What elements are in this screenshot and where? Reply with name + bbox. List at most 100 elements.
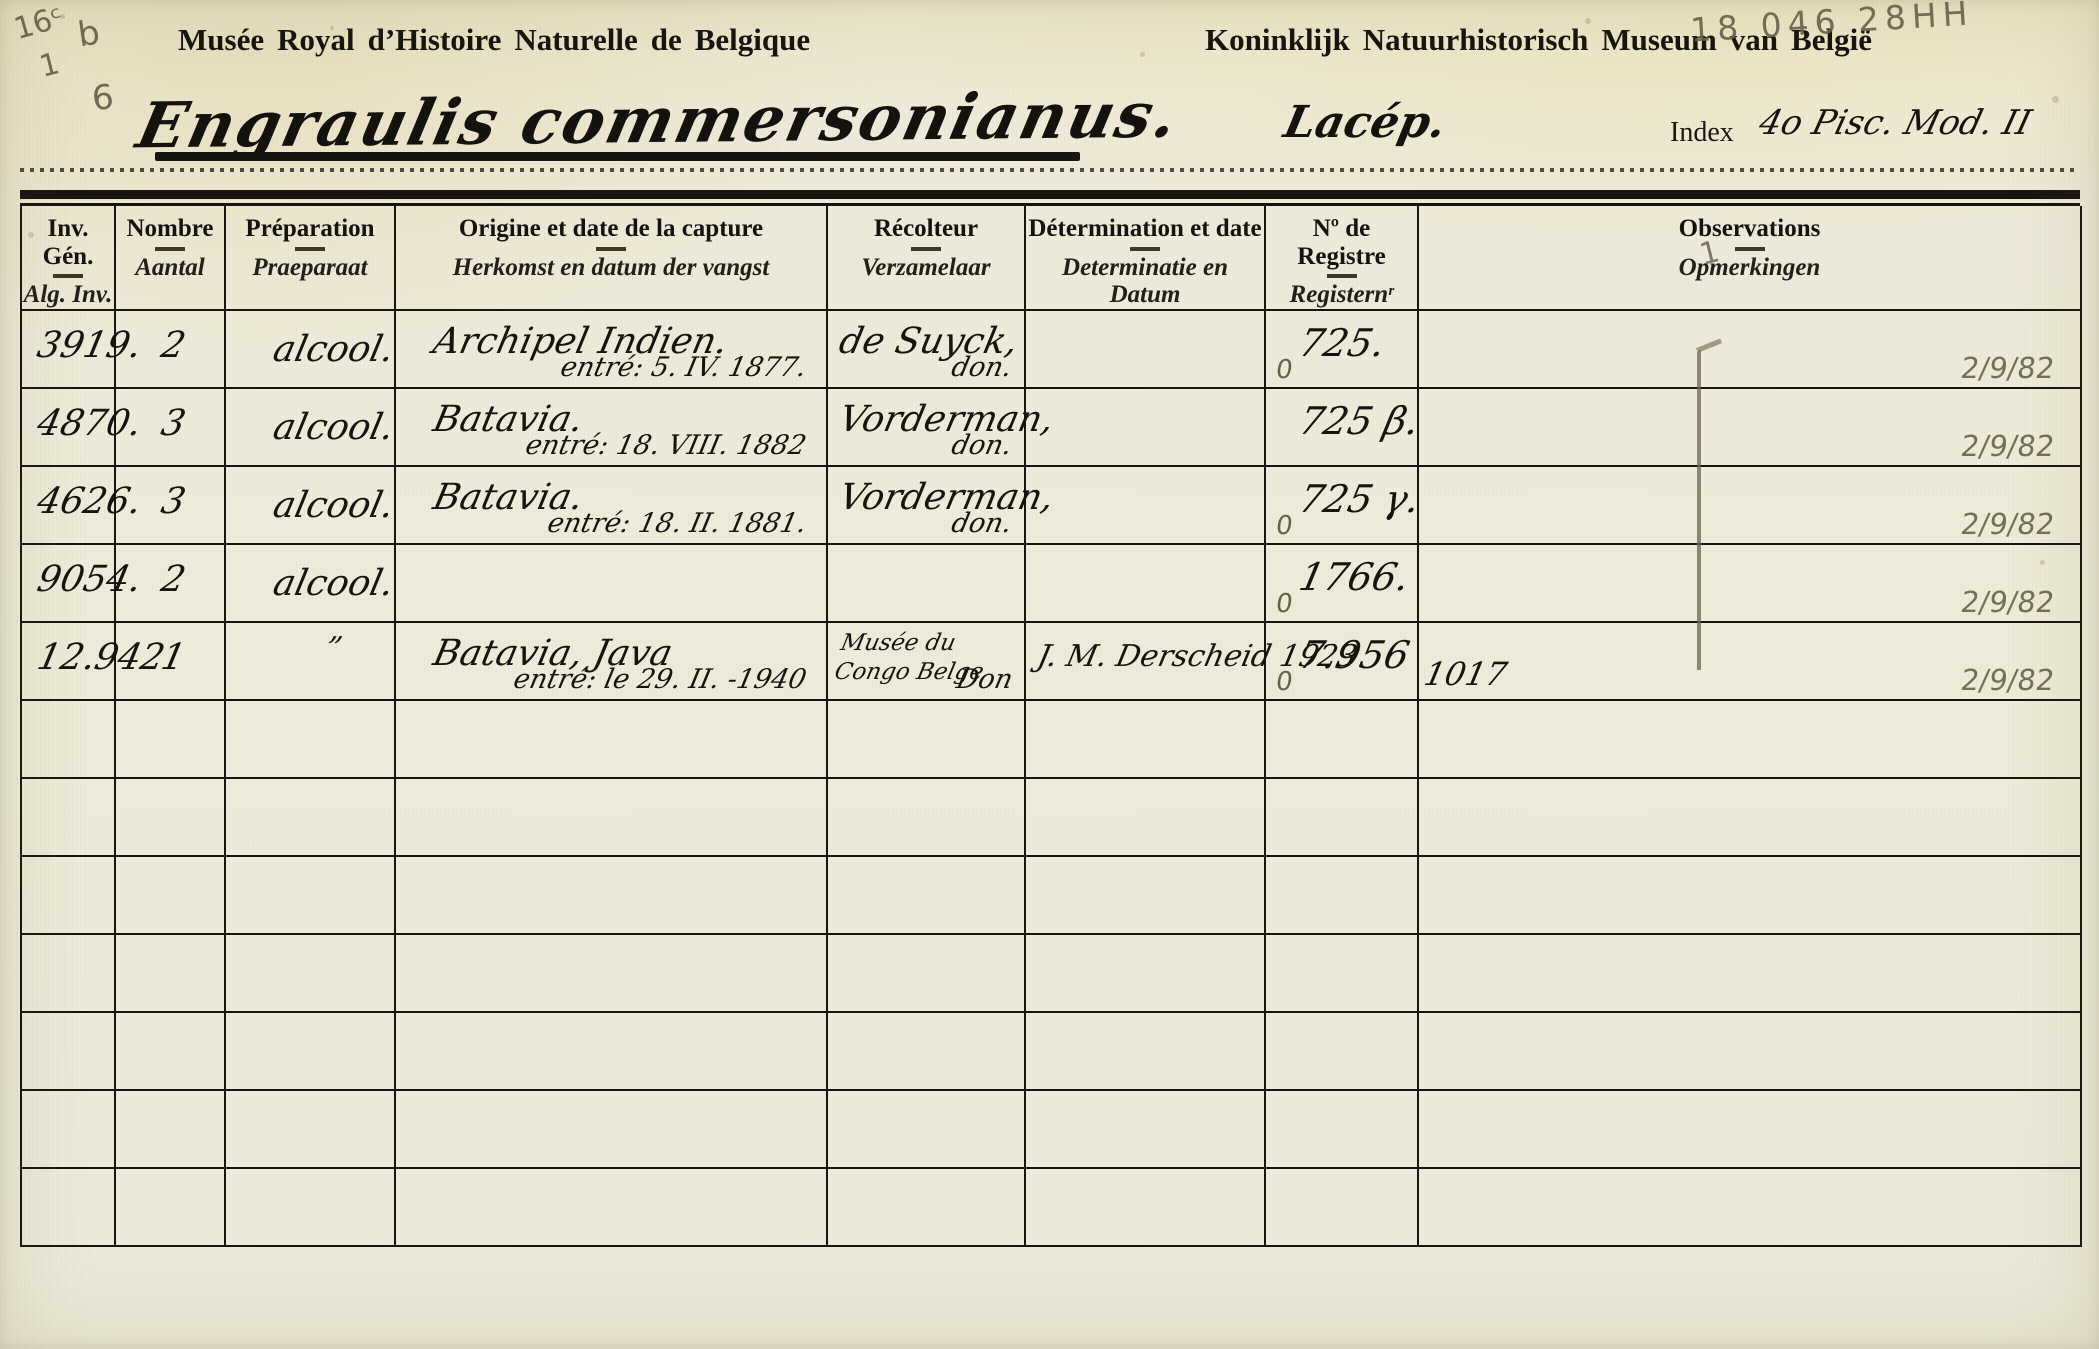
cell-determination[interactable] — [1024, 542, 1266, 623]
cell-nombre[interactable] — [114, 932, 226, 1013]
cell-registre[interactable] — [1264, 698, 1419, 779]
cell-nombre[interactable]: 2 — [114, 308, 226, 389]
cell-origine[interactable] — [394, 854, 828, 935]
table-row[interactable] — [20, 1166, 2082, 1247]
cell-recolteur[interactable] — [826, 776, 1026, 857]
cell-preparation[interactable] — [224, 1010, 396, 1091]
cell-observations[interactable] — [1417, 698, 2082, 779]
cell-inv-gen[interactable]: 12.942 — [20, 620, 168, 701]
table-row[interactable] — [20, 698, 2082, 779]
cell-registre[interactable]: 7.956 0 — [1264, 620, 1419, 701]
cell-registre[interactable] — [1264, 1088, 1419, 1169]
cell-nombre[interactable] — [114, 698, 226, 779]
cell-nombre[interactable]: 1 — [114, 620, 226, 701]
table-row[interactable] — [20, 1088, 2082, 1169]
cell-inv-gen[interactable] — [20, 932, 116, 1013]
cell-nombre[interactable] — [114, 1166, 226, 1247]
cell-observations[interactable]: 2/9/82 — [1417, 308, 2082, 389]
cell-nombre[interactable] — [114, 776, 226, 857]
cell-determination[interactable] — [1024, 1088, 1266, 1169]
cell-determination[interactable] — [1024, 854, 1266, 935]
table-row[interactable]: 9054. 2 alcool. 1766. 0 2/9/82 — [20, 542, 2082, 623]
cell-inv-gen[interactable]: 4870. — [20, 386, 145, 467]
cell-origine[interactable] — [394, 776, 828, 857]
table-row[interactable] — [20, 776, 2082, 857]
cell-recolteur[interactable] — [826, 542, 1026, 623]
cell-registre[interactable] — [1264, 776, 1419, 857]
cell-determination[interactable] — [1024, 308, 1266, 389]
cell-origine[interactable]: Batavia, Java entré: le 29. II. -1940 — [394, 620, 828, 701]
cell-determination[interactable]: J. M. Derscheid 1923 — [1024, 620, 1360, 701]
cell-recolteur[interactable] — [826, 932, 1026, 1013]
cell-recolteur[interactable]: Vorderman, don. — [826, 386, 1058, 467]
cell-inv-gen[interactable] — [20, 1088, 116, 1169]
cell-determination[interactable] — [1024, 1010, 1266, 1091]
cell-determination[interactable] — [1024, 698, 1266, 779]
cell-observations[interactable]: 2/9/82 — [1417, 542, 2082, 623]
cell-observations[interactable] — [1417, 1166, 2082, 1247]
cell-origine[interactable] — [394, 1166, 828, 1247]
cell-registre[interactable] — [1264, 854, 1419, 935]
cell-preparation[interactable] — [224, 698, 396, 779]
cell-determination[interactable] — [1024, 776, 1266, 857]
cell-registre[interactable]: 725. 0 — [1264, 308, 1419, 389]
cell-origine[interactable]: Batavia. entré: 18. II. 1881. — [394, 464, 828, 545]
table-row[interactable]: 12.942 1 ” Batavia, Java entré: le 29. II. -… — [20, 620, 2082, 701]
cell-origine[interactable] — [394, 932, 828, 1013]
cell-preparation[interactable] — [224, 1166, 396, 1247]
table-row[interactable] — [20, 932, 2082, 1013]
cell-registre[interactable] — [1264, 1010, 1419, 1091]
cell-origine[interactable] — [394, 698, 828, 779]
cell-determination[interactable] — [1024, 464, 1266, 545]
cell-observations[interactable]: 2/9/82 — [1417, 386, 2082, 467]
cell-origine[interactable] — [394, 1088, 828, 1169]
table-row[interactable] — [20, 1010, 2082, 1091]
cell-preparation[interactable] — [224, 932, 396, 1013]
cell-nombre[interactable]: 3 — [114, 386, 226, 467]
cell-recolteur[interactable]: Vorderman, don. — [826, 464, 1058, 545]
cell-preparation[interactable]: alcool. — [224, 542, 398, 623]
cell-preparation[interactable] — [224, 854, 396, 935]
cell-preparation[interactable]: ” — [224, 620, 396, 701]
cell-recolteur[interactable] — [826, 1010, 1026, 1091]
cell-nombre[interactable] — [114, 1010, 226, 1091]
cell-inv-gen[interactable]: 9054. — [20, 542, 145, 623]
cell-inv-gen[interactable] — [20, 698, 116, 779]
cell-recolteur[interactable] — [826, 854, 1026, 935]
cell-preparation[interactable] — [224, 776, 396, 857]
cell-determination[interactable] — [1024, 386, 1266, 467]
cell-inv-gen[interactable] — [20, 854, 116, 935]
cell-observations[interactable] — [1417, 776, 2082, 857]
cell-nombre[interactable] — [114, 854, 226, 935]
cell-recolteur[interactable] — [826, 698, 1026, 779]
cell-inv-gen[interactable] — [20, 776, 116, 857]
cell-origine[interactable]: Archipel Indien. entré: 5. IV. 1877. — [394, 308, 828, 389]
cell-nombre[interactable]: 3 — [114, 464, 226, 545]
cell-registre[interactable]: 1766. 0 — [1264, 542, 1419, 623]
cell-inv-gen[interactable]: 4626. — [20, 464, 145, 545]
cell-preparation[interactable]: alcool. — [224, 464, 398, 545]
cell-preparation[interactable]: alcool. — [224, 386, 398, 467]
cell-observations[interactable] — [1417, 932, 2082, 1013]
cell-observations[interactable] — [1417, 1088, 2082, 1169]
table-row[interactable]: 4870. 3 alcool. Batavia. entré: 18. VIII. 18… — [20, 386, 2082, 467]
cell-recolteur[interactable]: Musée du Congo Belge Don — [826, 620, 1026, 701]
cell-inv-gen[interactable]: 3919. — [20, 308, 145, 389]
cell-observations[interactable]: 2/9/82 — [1417, 464, 2082, 545]
cell-inv-gen[interactable] — [20, 1010, 116, 1091]
cell-determination[interactable] — [1024, 932, 1266, 1013]
cell-registre[interactable] — [1264, 1166, 1419, 1247]
cell-observations[interactable]: 1017 2/9/82 — [1417, 620, 2082, 701]
cell-inv-gen[interactable] — [20, 1166, 116, 1247]
cell-observations[interactable] — [1417, 854, 2082, 935]
cell-nombre[interactable]: 2 — [114, 542, 226, 623]
cell-recolteur[interactable] — [826, 1166, 1026, 1247]
cell-registre[interactable]: 725 γ. 0 — [1264, 464, 1424, 545]
table-row[interactable]: 3919. 2 alcool. Archipel Indien. entré: 5. I… — [20, 308, 2082, 389]
cell-origine[interactable] — [394, 1010, 828, 1091]
cell-registre[interactable]: 725 β. — [1264, 386, 1423, 467]
cell-registre[interactable] — [1264, 932, 1419, 1013]
cell-preparation[interactable] — [224, 1088, 396, 1169]
cell-nombre[interactable] — [114, 1088, 226, 1169]
cell-observations[interactable] — [1417, 1010, 2082, 1091]
